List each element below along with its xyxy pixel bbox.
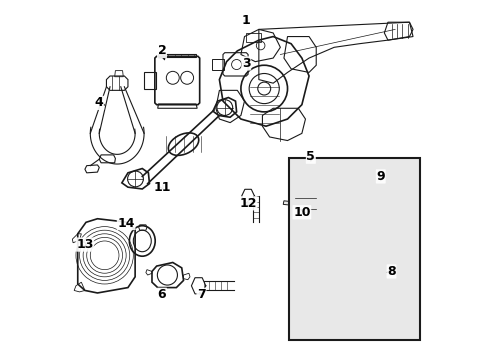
Polygon shape — [334, 262, 343, 269]
Bar — [246, 33, 260, 42]
Text: 11: 11 — [153, 181, 170, 194]
Polygon shape — [283, 201, 290, 205]
Text: 10: 10 — [292, 206, 310, 219]
Text: 1: 1 — [242, 14, 250, 27]
Polygon shape — [372, 177, 394, 192]
Text: 8: 8 — [386, 265, 395, 278]
Text: 12: 12 — [239, 197, 256, 210]
Polygon shape — [343, 253, 380, 276]
Polygon shape — [365, 182, 372, 187]
Text: 13: 13 — [76, 238, 93, 251]
Text: 14: 14 — [117, 216, 135, 230]
Text: 6: 6 — [158, 288, 166, 301]
Text: 7: 7 — [197, 288, 205, 301]
Text: 9: 9 — [376, 170, 384, 183]
Text: 4: 4 — [95, 96, 103, 109]
Circle shape — [355, 196, 369, 211]
Polygon shape — [290, 193, 319, 215]
Polygon shape — [308, 178, 381, 229]
Circle shape — [323, 196, 337, 211]
Bar — [289, 158, 419, 339]
Polygon shape — [314, 184, 373, 224]
Text: 2: 2 — [157, 44, 166, 57]
Text: 5: 5 — [306, 150, 315, 163]
Text: 3: 3 — [242, 57, 250, 70]
